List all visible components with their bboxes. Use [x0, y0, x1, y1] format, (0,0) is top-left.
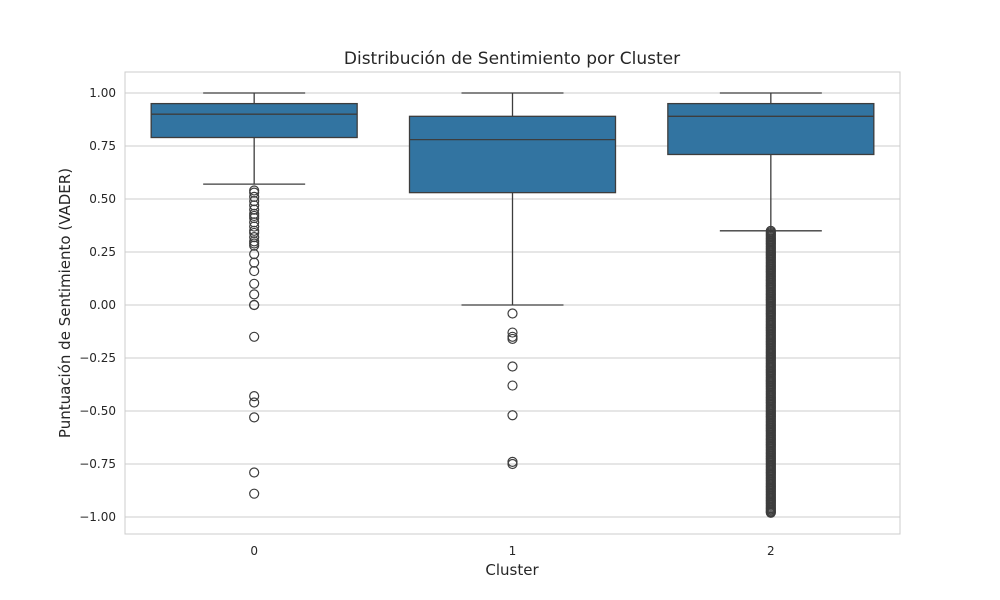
box-cluster-1: [408, 92, 617, 470]
iqr-box: [150, 102, 358, 139]
outlier-point: [507, 308, 518, 319]
outlier-point: [249, 221, 260, 232]
outlier-point: [249, 299, 260, 311]
x-tick-label: 0: [250, 544, 258, 558]
outlier-point: [249, 397, 260, 408]
outlier-point: [765, 507, 776, 518]
iqr-box: [408, 115, 617, 194]
outlier-point: [507, 361, 518, 372]
y-tick-label: 0.50: [89, 192, 116, 206]
outlier-point: [507, 410, 518, 421]
iqr-box: [667, 102, 875, 156]
outlier-point: [249, 488, 260, 499]
y-axis-label: Puntuación de Sentimiento (VADER): [56, 168, 74, 438]
outlier-point: [507, 456, 518, 467]
box-plots: [150, 92, 875, 518]
y-tick-label: −0.50: [79, 404, 116, 418]
outlier-point: [249, 265, 260, 277]
y-tick-label: −1.00: [79, 510, 116, 524]
outlier-point: [249, 238, 260, 249]
outlier-point: [249, 289, 260, 300]
y-tick-label: 0.75: [89, 139, 116, 153]
outlier-point: [249, 467, 260, 478]
chart-title: Distribución de Sentimiento por Cluster: [344, 49, 680, 69]
x-tick-label: 1: [509, 544, 517, 558]
y-tick-label: −0.25: [79, 351, 116, 365]
x-tick-labels: 0 1 2: [250, 544, 774, 558]
outlier-point: [507, 380, 518, 391]
outlier-point: [507, 458, 518, 470]
outlier-point: [249, 257, 260, 268]
x-axis-label: Cluster: [485, 561, 539, 579]
y-tick-label: 1.00: [89, 86, 116, 100]
outlier-point: [249, 278, 260, 289]
outlier-point: [249, 249, 260, 260]
x-tick-label: 2: [767, 544, 775, 558]
box-cluster-2: [667, 92, 875, 518]
plot-frame: [124, 71, 901, 535]
y-tick-label: 0.25: [89, 245, 116, 259]
box-cluster-0: [150, 92, 358, 499]
y-tick-label: 0.00: [89, 298, 116, 312]
outlier-point: [249, 412, 260, 423]
outlier-point: [507, 327, 518, 338]
y-tick-label: −0.75: [79, 457, 116, 471]
outlier-point: [249, 391, 260, 402]
y-tick-labels: 1.00 0.75 0.50 0.25 0.00 −0.25 −0.50 −0.75 −1.00: [79, 86, 116, 524]
outlier-point: [249, 331, 260, 342]
outlier-point: [507, 333, 518, 345]
